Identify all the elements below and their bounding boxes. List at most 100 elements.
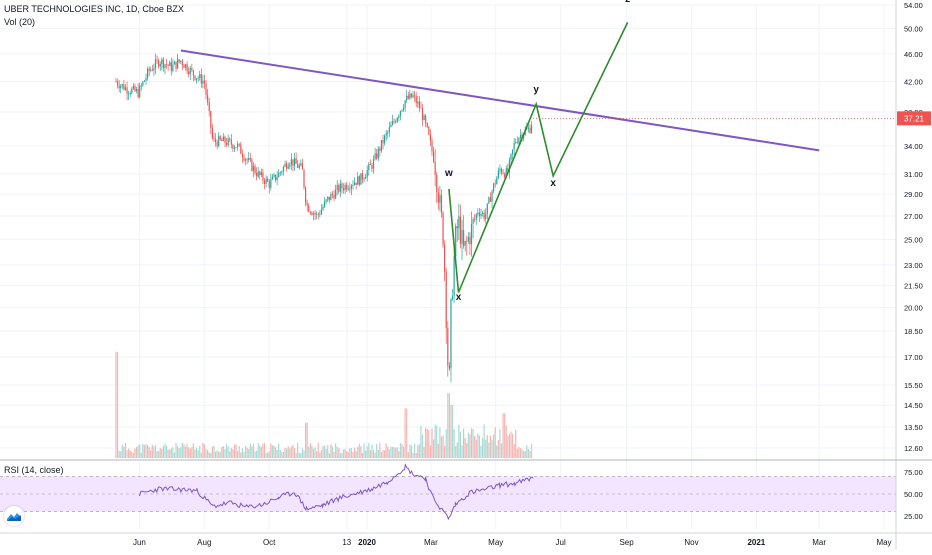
- volume-bar: [311, 445, 313, 458]
- candle-body: [369, 163, 371, 165]
- candle-body: [276, 177, 278, 180]
- candle-body: [396, 118, 398, 123]
- volume-bar: [189, 448, 191, 458]
- volume-bar: [178, 448, 180, 458]
- volume-bar: [434, 424, 436, 458]
- symbol-title[interactable]: UBER TECHNOLOGIES INC, 1D, Cboe BZX: [4, 4, 184, 14]
- y-tick-label: 29.00: [904, 190, 923, 199]
- candle-body: [330, 193, 332, 201]
- candle-body: [263, 180, 266, 184]
- volume-legend[interactable]: Vol (20): [4, 17, 36, 27]
- volume-bar: [246, 447, 248, 458]
- volume-bar: [455, 446, 457, 458]
- volume-bar: [472, 428, 474, 458]
- y-tick-label: 42.00: [904, 78, 923, 87]
- candle-body: [406, 95, 408, 101]
- volume-bar: [402, 446, 405, 458]
- x-tick-label: May: [876, 538, 891, 547]
- volume-bar: [270, 443, 272, 458]
- candle-body: [218, 136, 220, 147]
- rsi-legend[interactable]: RSI (14, close): [4, 465, 64, 475]
- candle-body: [148, 68, 150, 71]
- volume-bar: [273, 445, 275, 458]
- candle-body: [233, 147, 236, 149]
- x-tick-label: 2020: [358, 538, 376, 547]
- candle-body: [135, 89, 138, 91]
- volume-bar: [347, 451, 349, 458]
- candle-body: [134, 85, 136, 91]
- volume-bar: [436, 425, 438, 458]
- volume-bar: [385, 443, 387, 458]
- x-tick-label: Jun: [133, 538, 146, 547]
- candle-body: [165, 64, 168, 66]
- volume-bar: [181, 442, 183, 458]
- candle-body: [195, 78, 198, 80]
- candle-body: [232, 144, 234, 149]
- candle-body: [298, 165, 300, 168]
- candle-body: [494, 183, 496, 185]
- candle-body: [137, 89, 139, 98]
- x-tick-label: Nov: [684, 538, 698, 547]
- candle-body: [177, 59, 179, 69]
- candle-body: [526, 128, 528, 130]
- candle-body: [260, 172, 262, 176]
- candle-body: [128, 93, 130, 95]
- candle-body: [344, 184, 346, 191]
- volume-bar: [369, 450, 371, 458]
- volume-bar: [267, 452, 269, 458]
- volume-bar: [161, 448, 163, 458]
- candle-body: [205, 83, 207, 95]
- volume-bar: [259, 445, 261, 458]
- candle-body: [478, 212, 480, 217]
- candle-body: [319, 214, 321, 216]
- candle-body: [328, 196, 330, 201]
- wave-label: x: [456, 292, 462, 303]
- volume-bar: [116, 351, 119, 458]
- candle-body: [402, 107, 405, 110]
- candle-body: [178, 59, 180, 62]
- volume-bar: [279, 449, 281, 458]
- volume-bar: [459, 431, 462, 458]
- volume-bar: [153, 446, 155, 458]
- volume-bar: [317, 442, 319, 458]
- volume-bar: [221, 446, 223, 458]
- volume-bar: [300, 452, 302, 458]
- volume-bar: [341, 453, 343, 458]
- candle-body: [281, 171, 283, 173]
- volume-bar: [295, 452, 297, 458]
- candle-body: [192, 70, 195, 76]
- tradingview-logo-icon[interactable]: [4, 506, 24, 526]
- candle-body: [154, 59, 157, 69]
- volume-bar: [336, 446, 338, 458]
- candle-body: [221, 139, 223, 142]
- candle-body: [349, 188, 351, 190]
- volume-bar: [527, 448, 529, 458]
- candle-body: [404, 100, 406, 108]
- volume-bar: [380, 451, 383, 458]
- volume-bar: [325, 448, 327, 458]
- volume-bar: [194, 449, 196, 458]
- volume-bar: [521, 449, 523, 458]
- candle-body: [504, 173, 506, 178]
- volume-bar: [467, 432, 469, 458]
- volume-bar: [162, 446, 164, 458]
- volume-bar: [418, 444, 420, 458]
- candle-body: [429, 134, 432, 141]
- candle-body: [235, 147, 237, 149]
- candle-body: [459, 216, 462, 244]
- volume-bar: [301, 448, 304, 458]
- candle-body: [311, 212, 313, 215]
- y-tick-label: 18.50: [904, 327, 923, 336]
- volume-bar: [368, 443, 370, 458]
- volume-bar: [180, 447, 182, 458]
- candle-body: [458, 216, 460, 229]
- volume-bar: [330, 444, 332, 458]
- volume-bar: [268, 451, 270, 458]
- volume-bar: [508, 433, 511, 458]
- candle-body: [211, 127, 213, 138]
- volume-bar: [444, 445, 446, 458]
- candle-body: [485, 214, 487, 219]
- volume-bar: [510, 431, 512, 458]
